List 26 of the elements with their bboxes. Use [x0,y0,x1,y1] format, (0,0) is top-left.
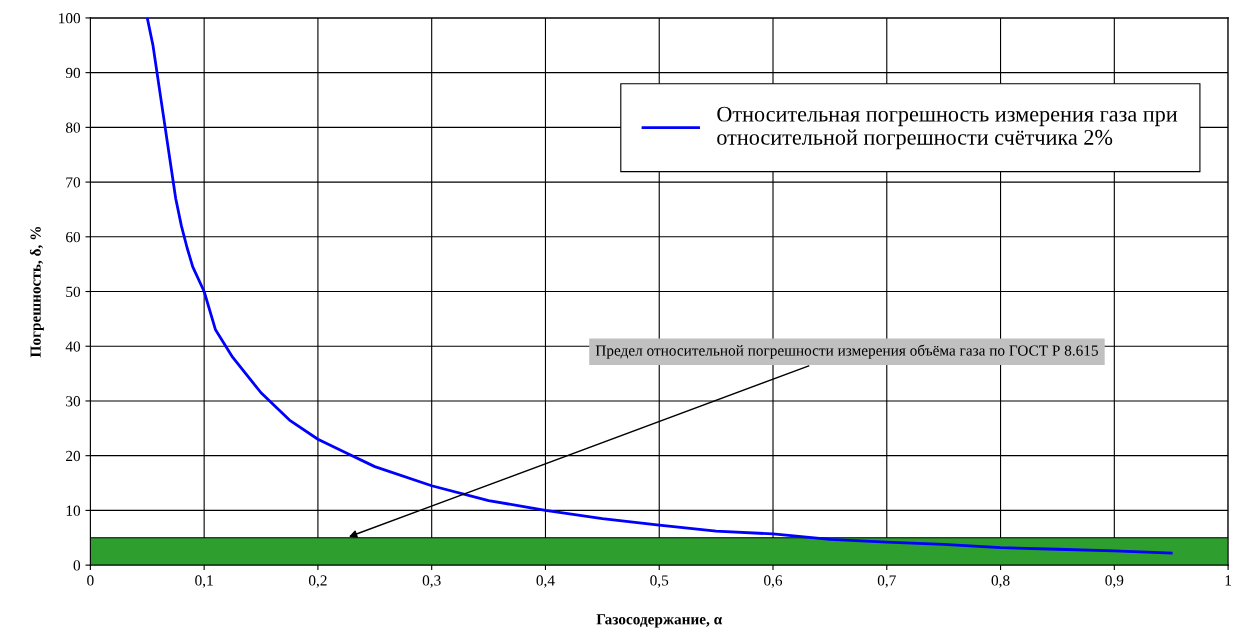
y-tick-label: 60 [66,231,81,243]
x-tick-label: 0,1 [195,575,213,588]
y-tick-label: 10 [66,505,81,516]
x-tick-label: 0,5 [650,575,669,588]
x-tick-label: 1 [1225,575,1231,586]
x-tick-label: 0 [87,575,94,586]
x-tick-label: 0,3 [422,575,441,588]
x-axis-title: Газосодержание, α [596,614,723,628]
y-tick-label: 100 [59,13,81,24]
x-tick-label: 0,7 [877,575,896,588]
x-tick-label: 0,4 [536,575,555,588]
y-tick-label: 90 [65,67,81,79]
x-tick-label: 0,6 [764,575,783,588]
x-tick-label: 0,8 [991,575,1010,588]
y-tick-label: 70 [66,177,81,188]
y-tick-label: 0 [73,560,81,571]
y-tick-label: 40 [65,341,81,352]
y-tick-label: 80 [65,122,81,133]
legend-label: Относительная погрешность измерения газа при относительной погрешности счётчика 2% [717,106,1178,150]
x-tick-label: 0,2 [308,575,327,588]
y-axis-title: Погрешность, δ, % [29,226,44,358]
y-tick-label: 20 [66,450,81,462]
annotation: Предел относительной погрешности измерения объёма газа по ГОСТ Р 8.615 [595,344,1098,359]
y-tick-label: 50 [66,286,81,297]
x-tick-label: 0,9 [1105,575,1124,588]
y-tick-label: 30 [66,396,81,407]
